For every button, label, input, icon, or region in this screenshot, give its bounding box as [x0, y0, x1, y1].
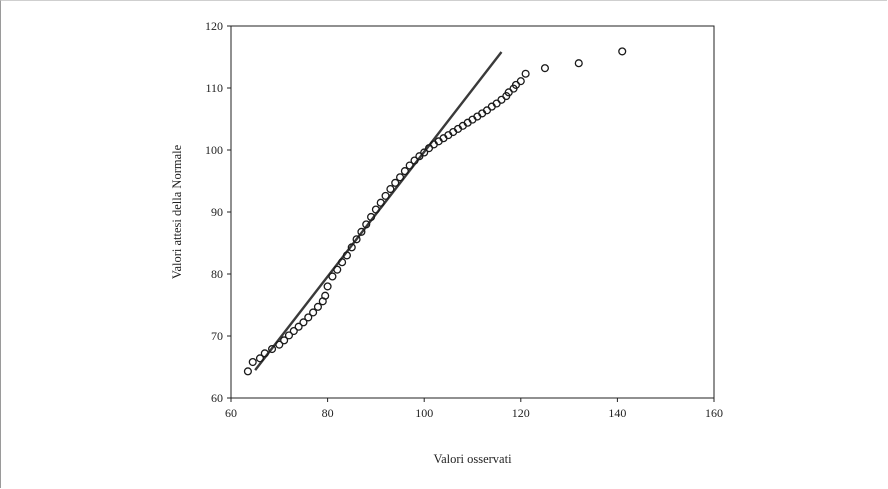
- data-point: [391, 178, 400, 187]
- data-point: [248, 357, 257, 367]
- data-point: [367, 212, 376, 222]
- data-point: [376, 198, 385, 207]
- data-point: [304, 313, 313, 322]
- data-point: [294, 322, 303, 331]
- data-point: [395, 173, 405, 182]
- y-tick-label: 100: [205, 143, 223, 157]
- data-point: [371, 205, 380, 214]
- data-point: [521, 69, 530, 78]
- plot-area: [230, 25, 715, 399]
- data-point: [352, 235, 361, 244]
- data-point: [405, 161, 414, 170]
- x-axis: 60 80 100 120 140 160: [225, 398, 723, 420]
- y-tick-label: 110: [205, 81, 223, 95]
- data-point: [338, 258, 347, 267]
- data-point: [420, 148, 429, 157]
- y-tick-label: 80: [211, 267, 223, 281]
- y-axis-title: Valori attesi della Normale: [170, 144, 184, 279]
- data-point: [347, 243, 356, 252]
- reference-line: [254, 51, 503, 371]
- data-point: [333, 265, 342, 274]
- x-tick-label: 60: [225, 406, 237, 420]
- data-points: [243, 47, 627, 376]
- x-tick-label: 120: [512, 406, 530, 420]
- data-point: [289, 326, 298, 336]
- data-point: [275, 340, 284, 349]
- data-point: [400, 167, 409, 176]
- data-point: [321, 291, 330, 300]
- y-tick-label: 90: [211, 205, 223, 219]
- data-point: [381, 191, 390, 200]
- data-point: [309, 308, 318, 317]
- data-point: [323, 282, 332, 291]
- data-point: [342, 251, 351, 260]
- x-tick-label: 80: [322, 406, 334, 420]
- data-point: [362, 220, 371, 229]
- data-point: [618, 47, 627, 56]
- y-tick-label: 70: [211, 329, 223, 343]
- data-point: [260, 349, 269, 358]
- x-axis-title: Valori osservati: [433, 452, 512, 466]
- data-point: [280, 336, 289, 345]
- data-point: [574, 59, 583, 68]
- x-tick-label: 160: [705, 406, 723, 420]
- x-tick-label: 140: [608, 406, 626, 420]
- data-point: [516, 77, 525, 86]
- data-point: [328, 272, 337, 281]
- y-tick-label: 60: [211, 391, 223, 405]
- y-axis: 60 70 80 90 100 110 120: [205, 19, 231, 405]
- data-point: [410, 156, 419, 165]
- data-point: [313, 302, 322, 311]
- data-point: [268, 344, 277, 354]
- x-tick-label: 100: [415, 406, 433, 420]
- data-point: [255, 354, 265, 363]
- data-point: [540, 64, 549, 73]
- data-point: [243, 367, 252, 376]
- data-point: [284, 331, 294, 340]
- reference-line-layer: [254, 51, 503, 371]
- data-point: [386, 185, 395, 194]
- y-tick-label: 120: [205, 19, 223, 33]
- data-point: [357, 227, 366, 236]
- plot-box: [230, 25, 715, 399]
- data-point: [299, 318, 308, 327]
